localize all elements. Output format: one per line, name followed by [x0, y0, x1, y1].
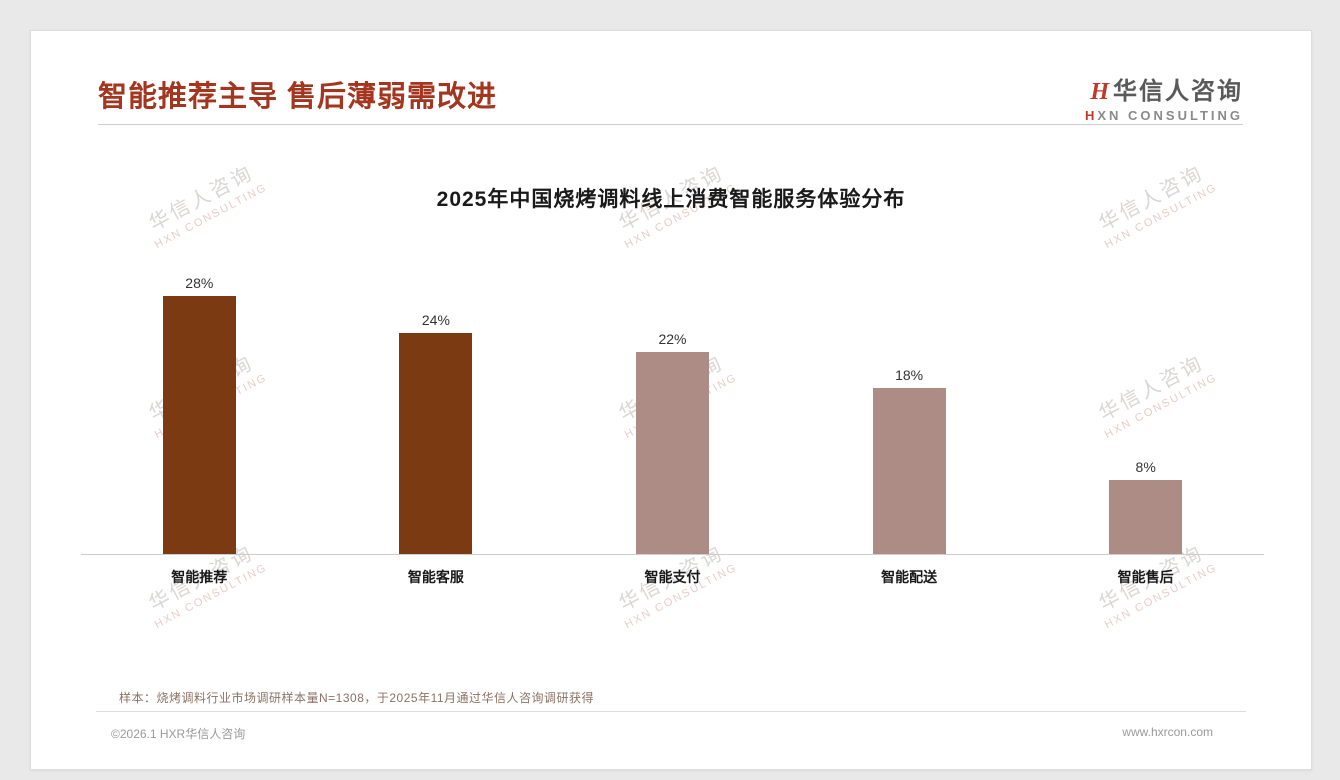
bar-labels: 智能推荐 智能客服 智能支付 智能配送 智能售后	[81, 567, 1264, 587]
bar-category-label: 智能售后	[1117, 569, 1174, 585]
bar-group: 18%	[791, 367, 1028, 554]
bar-group: 22%	[554, 331, 791, 554]
footer-divider	[96, 711, 1246, 712]
bar-value-label: 24%	[421, 312, 450, 329]
bar-category-label: 智能推荐	[171, 569, 228, 585]
bar-value-label: 8%	[1135, 459, 1156, 476]
bar-category-label: 智能支付	[644, 569, 701, 585]
logo-en-text: XN CONSULTING	[1097, 108, 1243, 123]
bar	[162, 296, 236, 554]
header-divider	[98, 124, 1243, 125]
sample-note: 样本：烧烤调料行业市场调研样本量N=1308，于2025年11月通过华信人咨询调…	[119, 691, 595, 705]
footer-url: www.hxrcon.com	[1122, 725, 1213, 739]
report-card: 华信人咨询 HXN CONSULTING 华信人咨询 HXN CONSULTING 华信…	[30, 30, 1312, 770]
bar-group: 28%	[81, 275, 318, 554]
bar	[399, 333, 473, 554]
bar-value-label: 28%	[185, 275, 214, 292]
logo: H华信人咨询 HXN CONSULTING	[1085, 71, 1243, 123]
footer-copyright: ©2026.1 HXR华信人咨询	[111, 727, 246, 741]
chart-title: 2025年中国烧烤调料线上消费智能服务体验分布	[436, 188, 906, 211]
bar-category-label: 智能客服	[407, 569, 464, 585]
bar-value-label: 22%	[658, 330, 687, 347]
bar-value-label: 18%	[895, 367, 924, 384]
bar	[1109, 480, 1183, 554]
bar-group: 8%	[1027, 459, 1264, 554]
bar-group: 24%	[318, 312, 555, 554]
bar-category-label: 智能配送	[881, 569, 938, 585]
logo-cn: H华信人咨询	[1085, 71, 1243, 106]
page-title: 智能推荐主导 售后薄弱需改进	[98, 81, 498, 113]
bar	[635, 351, 709, 554]
logo-en: HXN CONSULTING	[1085, 108, 1243, 123]
bar-plot: 28% 24% 22% 18% 8%	[81, 254, 1264, 555]
logo-en-mark: H	[1084, 108, 1098, 123]
logo-mark-icon: H	[1090, 79, 1111, 105]
bar	[872, 388, 946, 554]
logo-cn-text: 华信人咨询	[1113, 78, 1243, 105]
